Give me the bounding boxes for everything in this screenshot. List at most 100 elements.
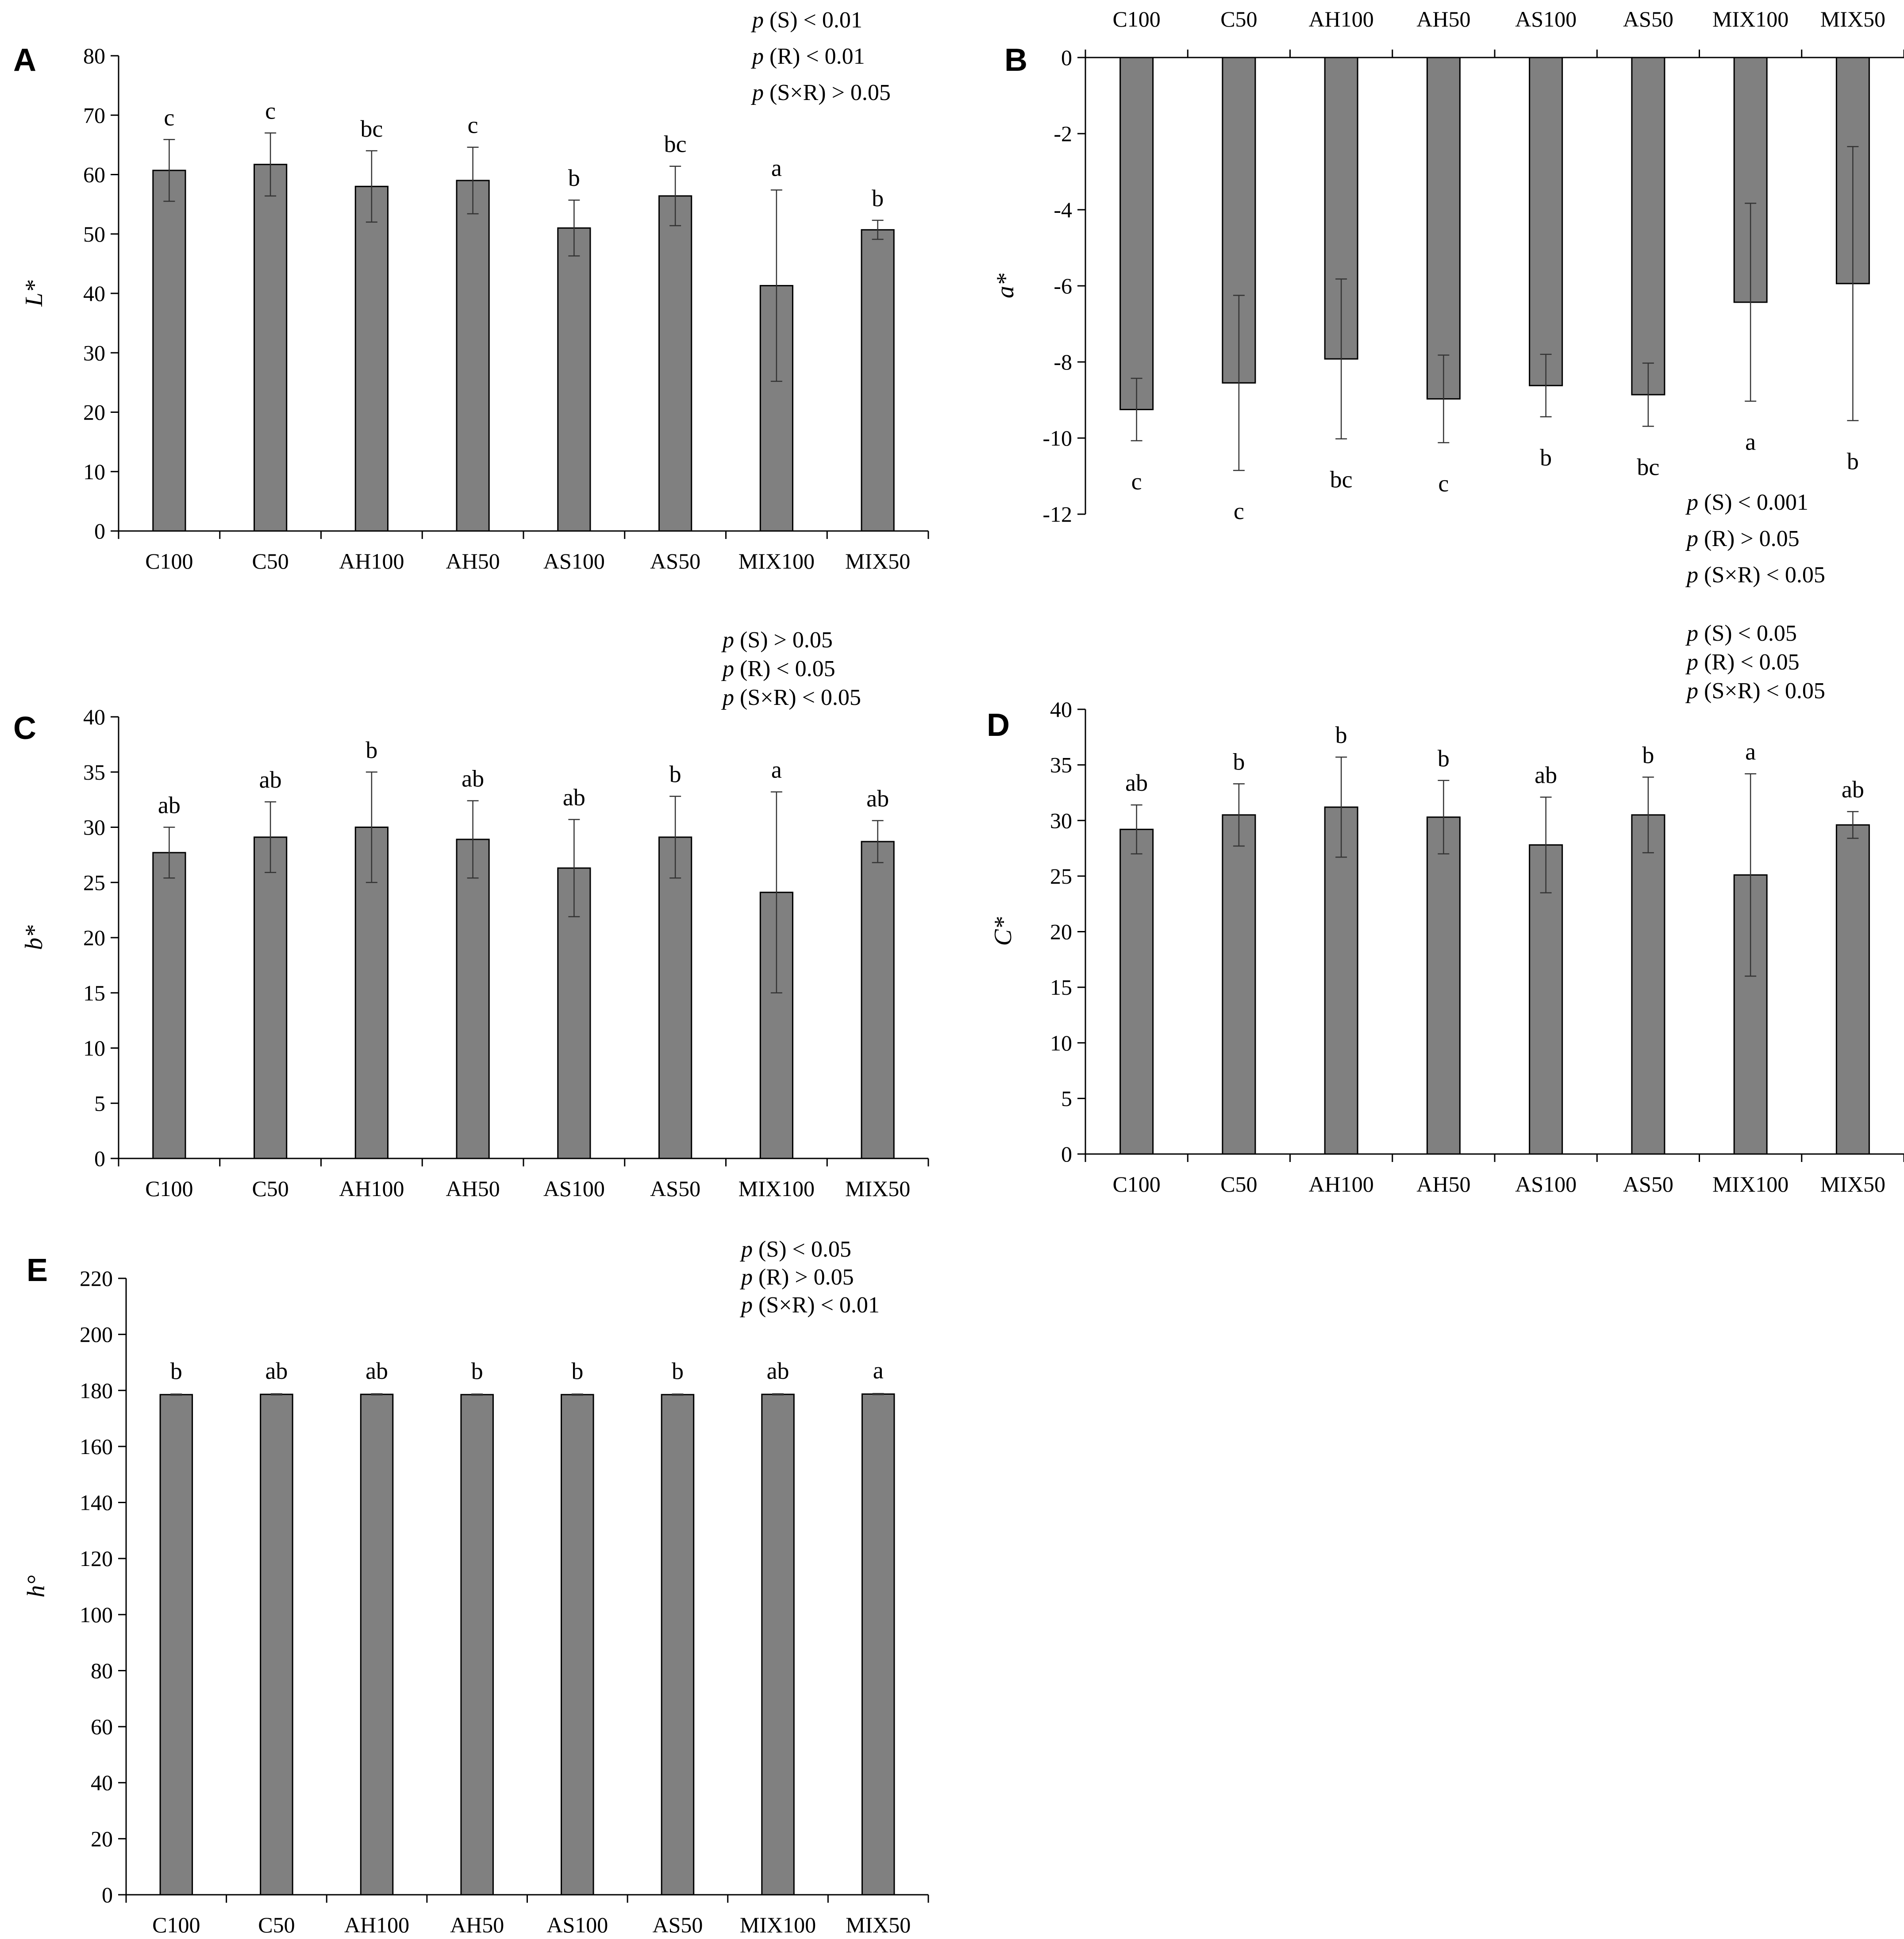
x-tick-label: AS50 (652, 1912, 703, 1937)
bar (1119, 57, 1154, 410)
stat-p: p (750, 80, 764, 105)
y-tick-label: -12 (1042, 502, 1072, 527)
stat-line: p (R) > 0.05 (739, 1265, 854, 1290)
x-tick-label: C100 (152, 1912, 200, 1937)
chart-panel-e: 0 20 40 60 80 100 120 140 160 180 200 220 C100 C50 AH1… (23, 1237, 929, 1937)
y-tick-label: 20 (83, 400, 105, 425)
x-tick-label: MIX50 (1820, 7, 1885, 31)
bar (254, 164, 288, 532)
error-bar (1131, 804, 1142, 854)
stat-line: p (S×R) < 0.01 (739, 1293, 880, 1318)
x-tick-label: C50 (1220, 1172, 1257, 1196)
x-tick-label: AH100 (339, 549, 404, 573)
y-tick-label: 35 (1050, 753, 1072, 777)
y-tick-label: 10 (83, 459, 105, 484)
significance-letter: ab (1842, 776, 1864, 803)
error-bar (568, 819, 580, 917)
y-axis-label: a* (992, 273, 1019, 298)
y-tick-label: 60 (83, 162, 105, 187)
significance-letter: c (468, 112, 478, 138)
error-bar (872, 219, 884, 240)
y-tick-label: 60 (91, 1714, 113, 1739)
y-tick-label: 30 (83, 340, 105, 365)
y-tick-label: 30 (1050, 808, 1072, 833)
stat-line: p (R) > 0.05 (1685, 526, 1800, 551)
error-bar (163, 139, 175, 202)
error-bar (872, 1393, 884, 1396)
significance-letter: b (571, 1358, 583, 1385)
stat-text: (S×R) < 0.05 (1698, 562, 1825, 588)
x-tick-label: AH100 (1309, 7, 1374, 31)
panel-label: A (13, 42, 36, 78)
significance-letter: a (1745, 739, 1756, 765)
y-tick-label: 20 (83, 925, 105, 950)
significance-letter: ab (1125, 769, 1148, 796)
error-bar (770, 189, 782, 382)
y-tick-label: -6 (1054, 273, 1072, 298)
x-tick-label: AH50 (450, 1912, 504, 1937)
stat-text: (S×R) < 0.05 (1698, 678, 1825, 704)
error-bar (1438, 354, 1450, 443)
significance-letter: c (164, 104, 174, 131)
error-bar (1540, 354, 1552, 418)
significance-letter: ab (259, 766, 282, 793)
error-bar (1847, 146, 1859, 421)
error-bar (669, 796, 681, 879)
stat-p: p (1685, 562, 1698, 588)
significance-letter: b (568, 165, 580, 191)
significance-letter: a (771, 154, 782, 181)
y-tick-label: -2 (1054, 121, 1072, 146)
y-tick-label: 140 (80, 1490, 113, 1515)
error-bar (170, 1393, 182, 1396)
stat-line: p (S) < 0.05 (739, 1237, 851, 1262)
error-bar (467, 146, 479, 215)
stat-text: (R) < 0.01 (764, 44, 865, 69)
y-tick-label: 0 (94, 519, 105, 543)
error-bar (770, 791, 782, 993)
error-bar (467, 800, 479, 879)
bar (658, 195, 692, 532)
significance-letter: bc (1330, 466, 1353, 493)
significance-letter: c (1438, 470, 1449, 496)
stat-p: p (1685, 526, 1698, 551)
x-tick-label: AH50 (446, 1176, 500, 1201)
y-tick-label: 35 (83, 760, 105, 785)
x-tick-label: AS50 (1623, 7, 1673, 31)
x-tick-label: MIX50 (1820, 1172, 1885, 1196)
chart-panel-d: 0 5 10 15 20 25 30 35 40 C100 C50 AH100 AH50 AS100 AS5… (987, 621, 1904, 1196)
significance-letter: b (471, 1358, 483, 1385)
bar (1631, 57, 1666, 396)
x-tick-label: MIX50 (845, 549, 910, 573)
chart-panel-a: 0 10 20 30 40 50 60 70 80 C100 C50 AH100 AH50 AS100 AS… (13, 8, 929, 573)
bar (152, 852, 186, 1159)
bar (861, 229, 895, 532)
error-bar (1745, 773, 1757, 977)
bar (456, 839, 490, 1159)
y-tick-label: 25 (83, 870, 105, 895)
x-tick-label: AS100 (1515, 1172, 1577, 1196)
significance-letter: c (1234, 498, 1244, 524)
y-tick-label: 160 (80, 1434, 113, 1459)
y-tick-label: 40 (83, 704, 105, 729)
x-tick-label: MIX100 (739, 1176, 815, 1201)
error-bar (265, 801, 277, 873)
x-tick-label: MIX50 (845, 1176, 910, 1201)
x-tick-label: MIX100 (739, 549, 815, 573)
bar (159, 1394, 193, 1896)
y-tick-label: 25 (1050, 864, 1072, 889)
stat-line: p (S) < 0.01 (750, 8, 862, 33)
error-bar (371, 1393, 383, 1396)
panel-label: E (27, 1253, 48, 1288)
y-tick-label: 70 (83, 103, 105, 127)
x-tick-label: AS100 (1515, 7, 1577, 31)
stat-text: (S) < 0.05 (753, 1237, 851, 1262)
bar (354, 185, 388, 532)
error-bar (365, 771, 377, 883)
bar (360, 1393, 394, 1896)
significance-letter: ab (1535, 762, 1557, 788)
x-tick-label: AS50 (1623, 1172, 1673, 1196)
y-axis-label: h° (23, 1575, 50, 1597)
x-tick-label: C50 (252, 549, 288, 573)
error-bar (1335, 278, 1347, 439)
error-bar (571, 1393, 583, 1396)
